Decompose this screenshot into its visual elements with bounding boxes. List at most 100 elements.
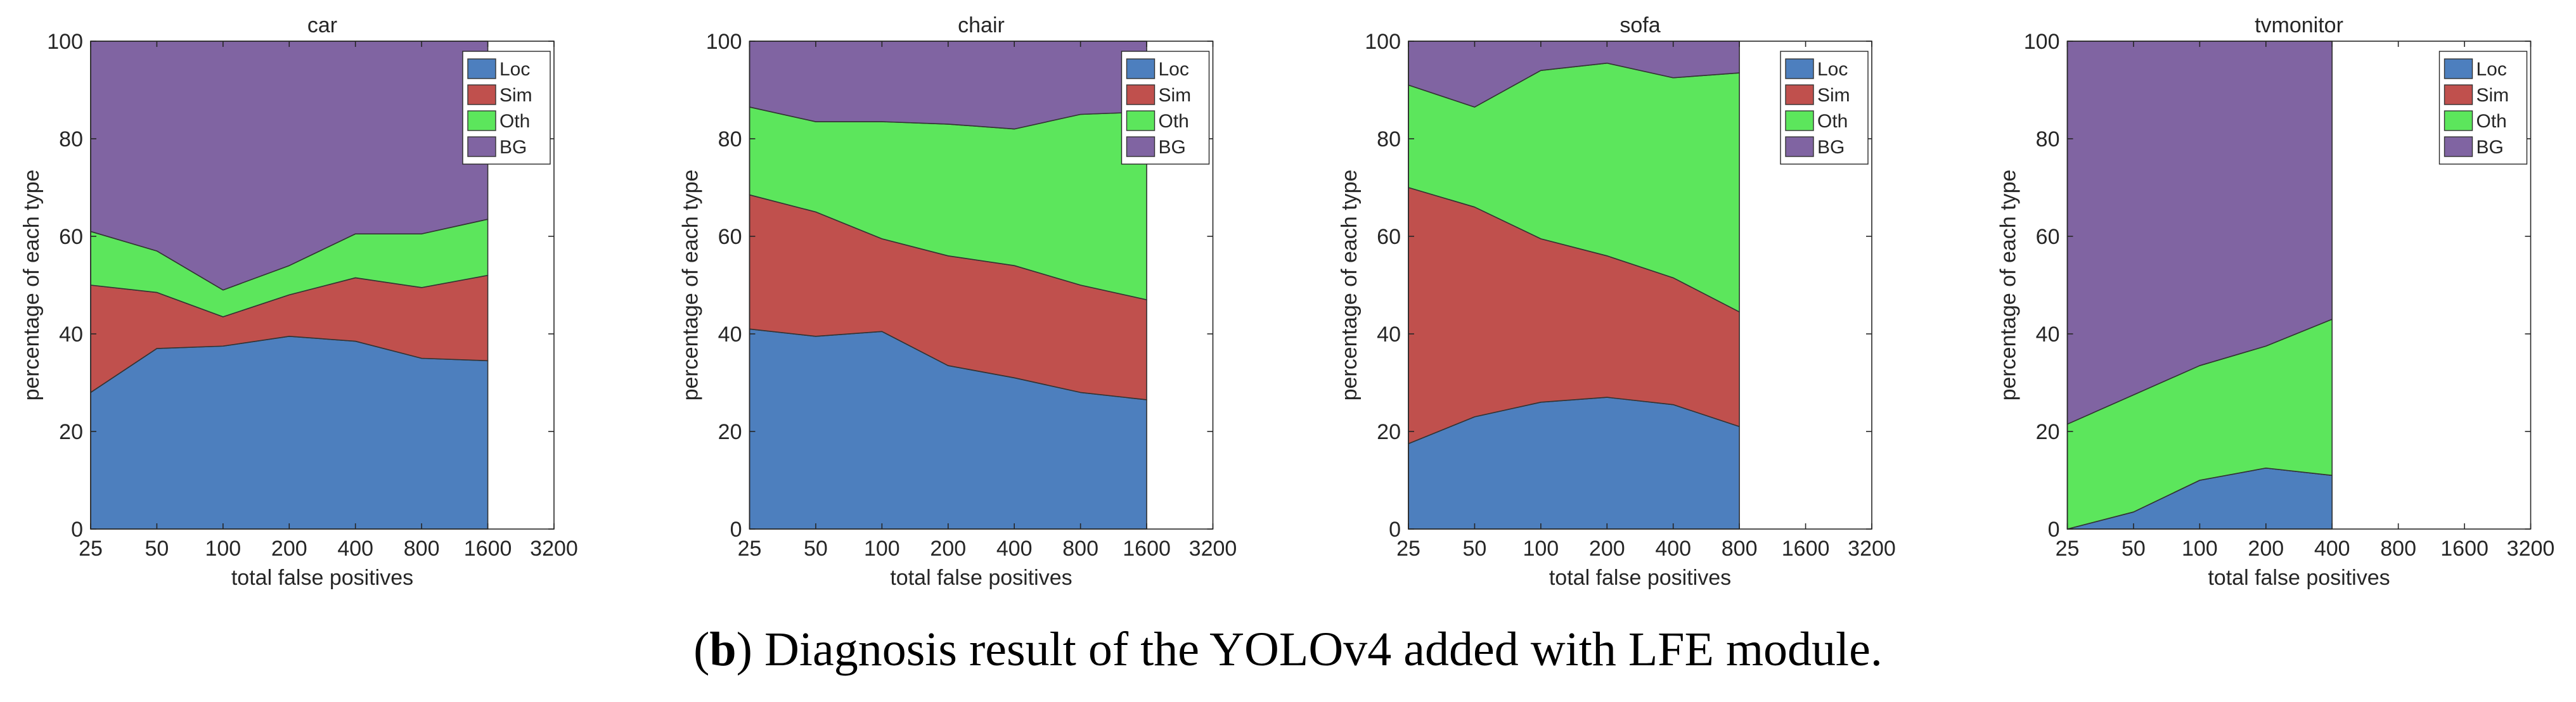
legend-swatch bbox=[1126, 136, 1156, 157]
y-axis-label: percentage of each type bbox=[1337, 170, 1362, 401]
chart-title: tvmonitor bbox=[2255, 13, 2343, 37]
x-tick-label: 100 bbox=[1523, 537, 1559, 561]
axes-box bbox=[1408, 41, 1872, 530]
x-tick-label: 100 bbox=[205, 537, 241, 561]
caption-label: b bbox=[709, 623, 736, 676]
y-tick-label: 20 bbox=[718, 420, 742, 444]
x-tick-label: 25 bbox=[1396, 537, 1420, 561]
y-tick-label: 40 bbox=[2036, 322, 2060, 347]
x-tick-label: 100 bbox=[2182, 537, 2218, 561]
x-tick-label: 800 bbox=[404, 537, 440, 561]
x-tick-label: 25 bbox=[2056, 537, 2080, 561]
legend-swatch bbox=[1785, 84, 1814, 105]
x-tick-label: 50 bbox=[1463, 537, 1487, 561]
chart: 0 20 40 60 80 100 25 50 100 200 400 800 1600 3200 car t… bbox=[20, 13, 578, 590]
y-axis-label: percentage of each type bbox=[679, 170, 703, 401]
x-axis-label: total false positives bbox=[2208, 566, 2390, 590]
y-axis-label: percentage of each type bbox=[20, 170, 44, 401]
legend-swatch bbox=[2444, 84, 2473, 105]
y-axis-label: percentage of each type bbox=[1997, 170, 2021, 401]
y-tick-label: 20 bbox=[59, 420, 83, 444]
area-loc bbox=[90, 336, 489, 530]
x-tick-label: 25 bbox=[79, 537, 103, 561]
y-tick-label: 80 bbox=[59, 127, 83, 151]
y-tick-label: 60 bbox=[1377, 225, 1401, 249]
y-tick-label: 60 bbox=[59, 225, 83, 249]
y-tick-label: 100 bbox=[47, 30, 83, 54]
legend-label: BG bbox=[1159, 137, 1186, 158]
chart: 0 20 40 60 80 100 25 50 100 200 400 800 1600 3200 tvmo… bbox=[1997, 13, 2555, 590]
x-axis-label: total false positives bbox=[1549, 566, 1731, 590]
legend-label: Oth bbox=[1817, 111, 1848, 132]
x-tick-label: 3200 bbox=[1189, 537, 1237, 561]
y-tick-label: 40 bbox=[1377, 322, 1401, 347]
legend-label: Loc bbox=[1817, 59, 1848, 80]
legend-label: Loc bbox=[1159, 59, 1189, 80]
x-tick-label: 800 bbox=[1062, 537, 1098, 561]
caption: (b) Diagnosis result of the YOLOv4 added… bbox=[693, 623, 1883, 676]
y-tick-label: 20 bbox=[1377, 420, 1401, 444]
x-tick-label: 200 bbox=[930, 537, 966, 561]
x-tick-label: 50 bbox=[2122, 537, 2146, 561]
legend-swatch bbox=[467, 58, 496, 79]
y-tick-label: 80 bbox=[718, 127, 742, 151]
x-tick-label: 1600 bbox=[1123, 537, 1171, 561]
legend-swatch bbox=[1126, 110, 1156, 131]
caption-text: ) Diagnosis result of the YOLOv4 added w… bbox=[737, 623, 1883, 676]
x-axis-label: total false positives bbox=[231, 566, 413, 590]
chart: 0 20 40 60 80 100 25 50 100 200 400 800 1600 3200 sofa… bbox=[1337, 13, 1896, 590]
y-tick-label: 100 bbox=[2024, 30, 2060, 54]
y-tick-label: 0 bbox=[730, 518, 742, 542]
x-tick-label: 25 bbox=[738, 537, 762, 561]
x-tick-label: 200 bbox=[2248, 537, 2284, 561]
x-tick-label: 3200 bbox=[1848, 537, 1896, 561]
legend-swatch bbox=[2444, 136, 2473, 157]
legend-swatch bbox=[1126, 58, 1156, 79]
x-tick-label: 400 bbox=[996, 537, 1033, 561]
legend-label: BG bbox=[2476, 137, 2504, 158]
chart-title: sofa bbox=[1620, 13, 1660, 37]
y-tick-label: 80 bbox=[2036, 127, 2060, 151]
x-tick-label: 400 bbox=[337, 537, 373, 561]
x-tick-label: 200 bbox=[1589, 537, 1625, 561]
legend-swatch bbox=[467, 84, 496, 105]
x-tick-label: 100 bbox=[864, 537, 900, 561]
legend-swatch bbox=[2444, 58, 2473, 79]
axes-box bbox=[2066, 41, 2532, 530]
y-tick-label: 60 bbox=[2036, 225, 2060, 249]
legend-label: Sim bbox=[1817, 85, 1850, 106]
x-tick-label: 800 bbox=[1722, 537, 1758, 561]
y-tick-label: 0 bbox=[2048, 518, 2060, 542]
axes-box bbox=[90, 41, 555, 530]
chart-title: car bbox=[307, 13, 337, 37]
legend-swatch bbox=[1126, 84, 1156, 105]
legend-label: Oth bbox=[1159, 111, 1189, 132]
y-tick-label: 0 bbox=[1389, 518, 1401, 542]
legend-label: Oth bbox=[499, 111, 530, 132]
y-tick-label: 40 bbox=[59, 322, 83, 347]
y-tick-label: 20 bbox=[2036, 420, 2060, 444]
legend-label: Sim bbox=[1159, 85, 1192, 106]
x-tick-label: 400 bbox=[2314, 537, 2350, 561]
x-tick-label: 1600 bbox=[2440, 537, 2489, 561]
legend-label: BG bbox=[499, 137, 527, 158]
y-tick-label: 60 bbox=[718, 225, 742, 249]
legend-label: Loc bbox=[499, 59, 530, 80]
axes-box bbox=[749, 41, 1214, 530]
y-tick-label: 100 bbox=[706, 30, 742, 54]
legend-swatch bbox=[1785, 58, 1814, 79]
legend-label: Sim bbox=[499, 85, 532, 106]
x-tick-label: 200 bbox=[271, 537, 307, 561]
legend-swatch bbox=[1785, 136, 1814, 157]
x-tick-label: 400 bbox=[1655, 537, 1691, 561]
legend-label: Loc bbox=[2476, 59, 2507, 80]
chart: 0 20 40 60 80 100 25 50 100 200 400 800 1600 3200 chai… bbox=[679, 13, 1237, 590]
x-tick-label: 50 bbox=[804, 537, 828, 561]
x-tick-label: 3200 bbox=[2507, 537, 2555, 561]
x-tick-label: 3200 bbox=[530, 537, 578, 561]
legend-swatch bbox=[2444, 110, 2473, 131]
x-tick-label: 800 bbox=[2380, 537, 2416, 561]
legend-label: BG bbox=[1817, 137, 1845, 158]
y-tick-label: 0 bbox=[71, 518, 83, 542]
